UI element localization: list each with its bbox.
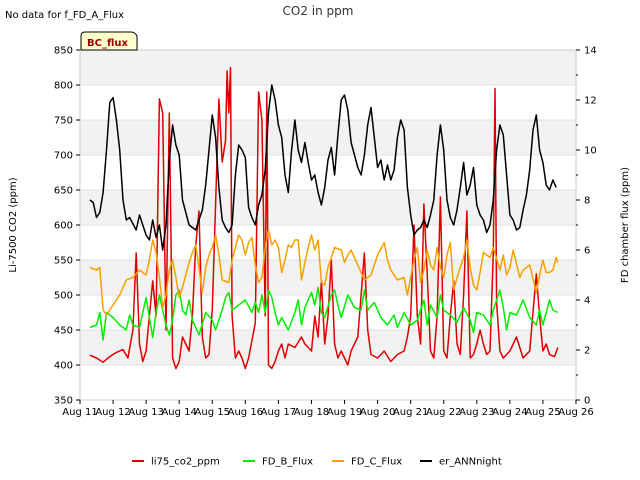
grid-band <box>80 330 576 365</box>
legend-label-er_ANNnight: er_ANNnight <box>439 457 502 468</box>
x-tick-label: Aug 15 <box>195 407 230 418</box>
y-left-tick-label: 750 <box>54 116 73 127</box>
y-right-tick-label: 8 <box>584 196 590 207</box>
x-tick-label: Aug 13 <box>128 407 163 418</box>
series-layer <box>89 66 559 370</box>
x-tick-label: Aug 17 <box>261 407 296 418</box>
x-tick-label: Aug 26 <box>558 407 593 418</box>
legend-label-FD_B_Flux: FD_B_Flux <box>262 457 313 468</box>
y-left-tick-label: 400 <box>54 361 73 372</box>
x-tick-label: Aug 24 <box>492 407 527 418</box>
legend: li75_co2_ppm FD_B_Flux FD_C_Flux er_ANNnigh… <box>132 457 502 468</box>
y-right-tick-label: 2 <box>584 346 590 357</box>
x-tick-label: Aug 25 <box>525 407 560 418</box>
grid-band <box>80 85 576 120</box>
series-line-li75_co2_ppm <box>89 66 559 370</box>
badge-box <box>80 31 138 51</box>
series-line-er_ANNnight <box>89 84 557 251</box>
y-right-tick-label: 0 <box>584 396 590 407</box>
y-left-tick-label: 350 <box>54 396 73 407</box>
legend-label-li75_co2_ppm: li75_co2_ppm <box>151 457 220 468</box>
x-tick-label: Aug 20 <box>360 407 395 418</box>
x-tick-label: Aug 19 <box>327 407 362 418</box>
y-axis-right: 0 2 4 6 8 10 12 14 <box>576 46 597 407</box>
no-data-note: No data for f_FD_A_Flux <box>5 10 124 21</box>
y-left-tick-label: 550 <box>54 256 73 267</box>
y-left-tick-label: 500 <box>54 291 73 302</box>
badge: BC_flux <box>80 31 138 51</box>
grid-band <box>80 190 576 225</box>
x-tick-label: Aug 14 <box>161 407 196 418</box>
series-line-FD_B_Flux <box>89 286 559 341</box>
series-line-FD_C_Flux <box>89 229 559 316</box>
x-tick-label: Aug 21 <box>393 407 428 418</box>
x-tick-label: Aug 12 <box>95 407 130 418</box>
y-left-tick-label: 850 <box>54 46 73 57</box>
y-axis-left: 350 400 450 500 550 600 650 700 750 800 850 <box>54 46 80 407</box>
y-left-tick-label: 600 <box>54 221 73 232</box>
y-axis-left-label: Li-7500 CO2 (ppm) <box>8 177 19 272</box>
x-tick-label: Aug 22 <box>426 407 461 418</box>
badge-label: BC_flux <box>87 38 128 49</box>
grid-band <box>80 50 576 85</box>
y-left-tick-label: 650 <box>54 186 73 197</box>
y-right-tick-label: 4 <box>584 296 590 307</box>
y-axis-right-label: FD chamber flux (ppm) <box>620 167 631 283</box>
y-left-tick-label: 800 <box>54 81 73 92</box>
grid-band <box>80 365 576 400</box>
chart-title: CO2 in ppm <box>283 4 354 18</box>
y-left-tick-label: 700 <box>54 151 73 162</box>
y-right-tick-label: 10 <box>584 146 597 157</box>
y-right-tick-label: 14 <box>584 46 597 57</box>
y-right-tick-label: 6 <box>584 246 590 257</box>
y-right-tick-label: 12 <box>584 96 597 107</box>
y-left-tick-label: 450 <box>54 326 73 337</box>
x-tick-label: Aug 23 <box>459 407 494 418</box>
grid-band <box>80 120 576 155</box>
legend-label-FD_C_Flux: FD_C_Flux <box>351 457 402 468</box>
x-tick-label: Aug 16 <box>228 407 263 418</box>
x-tick-label: Aug 18 <box>294 407 329 418</box>
x-tick-label: Aug 11 <box>62 407 97 418</box>
